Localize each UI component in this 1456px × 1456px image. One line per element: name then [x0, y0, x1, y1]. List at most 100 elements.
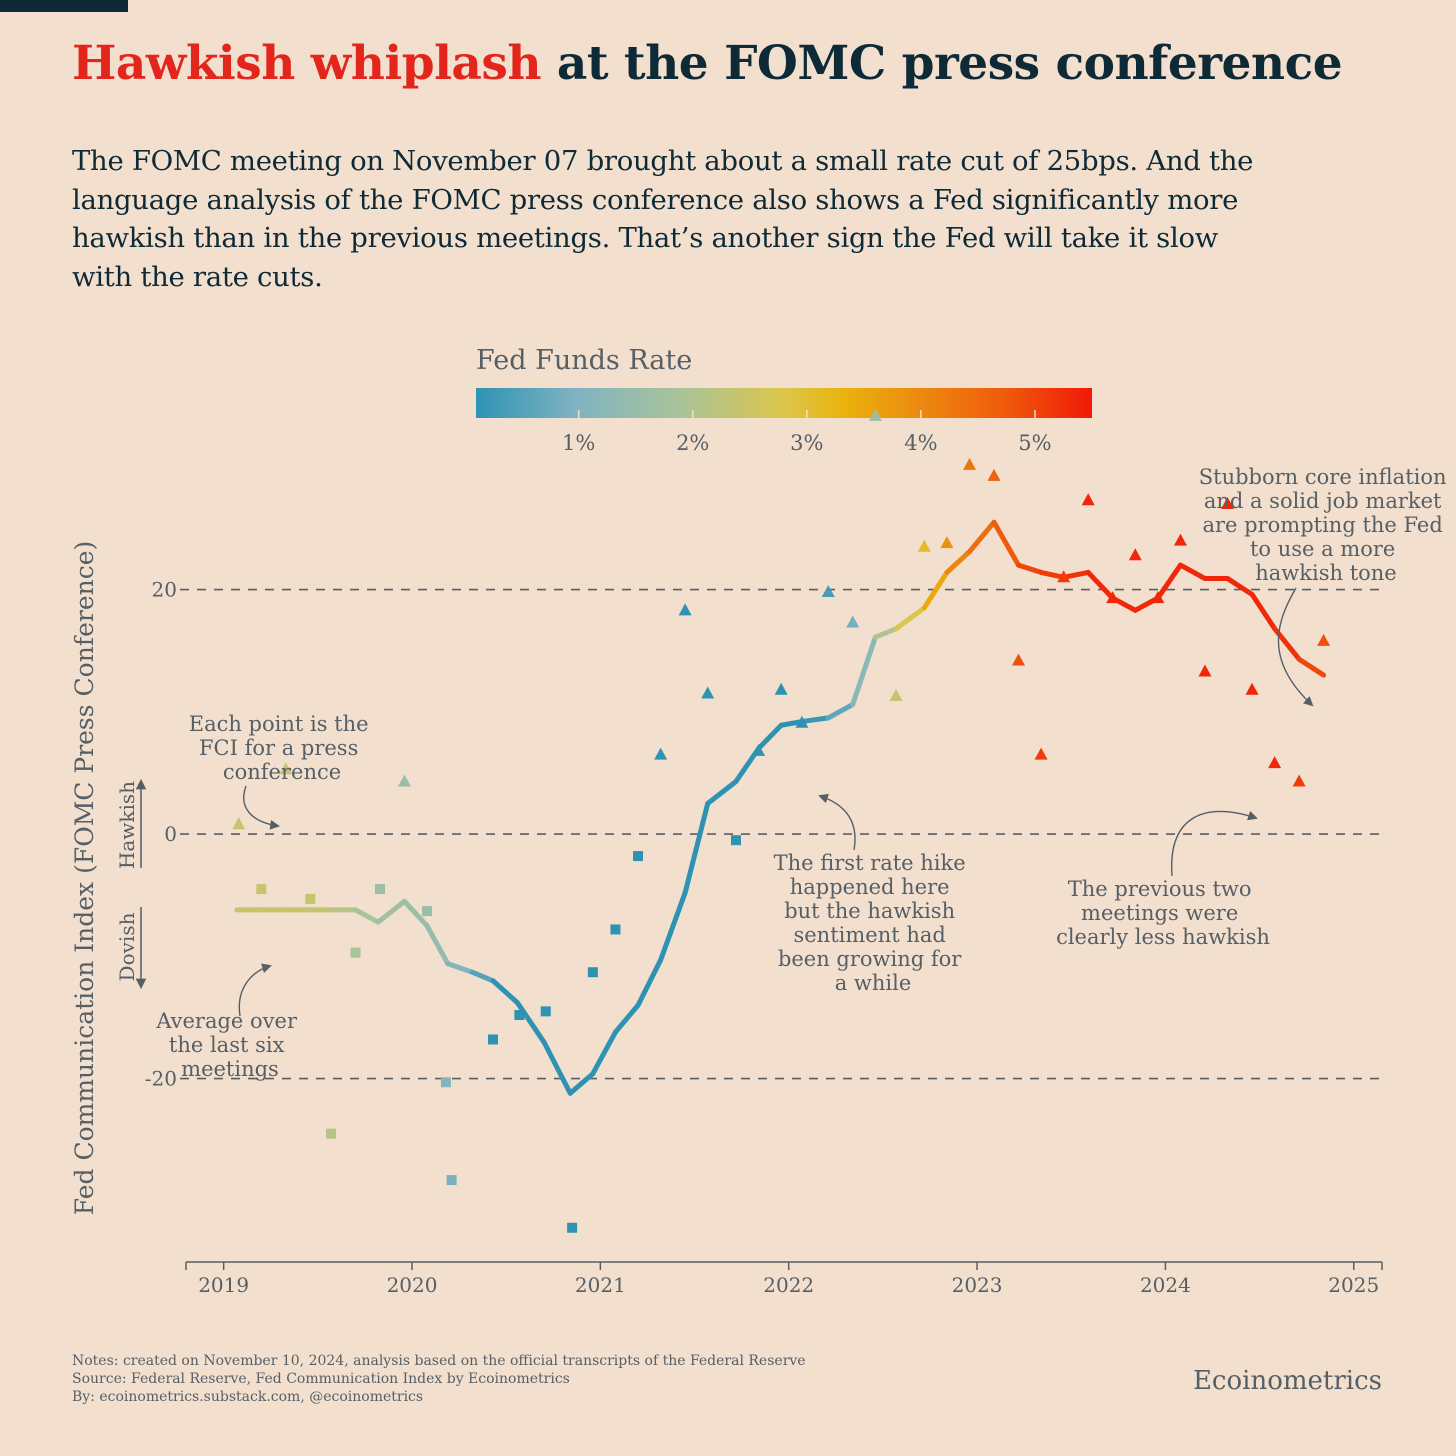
color-scale-ticks: 1% 2% 3% 4% 5%	[562, 410, 1052, 455]
data-point-square	[610, 924, 621, 935]
color-scale-title: Fed Funds Rate	[476, 345, 692, 376]
data-point-triangle	[846, 615, 860, 628]
title-highlight: Hawkish whiplash	[72, 36, 542, 91]
data-point-square	[440, 1077, 451, 1088]
average-line-segment	[944, 549, 973, 575]
average-line-segment	[1177, 562, 1208, 582]
data-point-triangle	[917, 539, 931, 552]
byline: By: ecoinometrics.substack.com, @ecoinom…	[72, 1389, 424, 1405]
data-point-triangle	[1245, 682, 1259, 695]
data-point-square	[350, 947, 361, 958]
x-tick-label: 2021	[575, 1273, 626, 1297]
y-tick-label: 20	[152, 578, 177, 602]
data-point-triangle	[1292, 774, 1306, 787]
data-point-triangle	[1173, 533, 1187, 546]
x-tick-label: 2019	[198, 1273, 249, 1297]
color-scale-legend: Fed Funds Rate 1% 2% 3% 4% 5%	[476, 345, 1092, 455]
brand-logo-text: Ecoinometrics	[1192, 1366, 1382, 1396]
average-line-segment	[1038, 569, 1067, 580]
average-line-segment	[635, 957, 664, 1008]
data-point-square	[488, 1034, 499, 1045]
corner-accent-bar	[0, 0, 128, 12]
data-point-triangle	[232, 817, 246, 830]
average-line-segment	[490, 978, 520, 1006]
average-line-segment	[921, 569, 950, 611]
data-point-triangle	[774, 682, 788, 695]
average-line	[234, 519, 1327, 1096]
scale-tick-label: 4%	[904, 431, 937, 455]
data-point-triangle	[1198, 664, 1212, 677]
y-axis-ticks: 20 0 -20	[145, 578, 177, 1091]
data-point-square	[567, 1222, 578, 1233]
subtitle: The FOMC meeting on November 07 brought …	[72, 145, 1254, 293]
average-line-segment	[1225, 576, 1255, 597]
average-line-segment	[590, 1029, 618, 1077]
average-line-segment	[401, 898, 430, 929]
average-line-segment	[1155, 562, 1183, 601]
scale-tick-label: 2%	[676, 431, 709, 455]
average-line-segment	[705, 778, 739, 806]
y-tick-label: 0	[164, 822, 177, 846]
average-line-segment	[1085, 569, 1116, 601]
data-point-triangle	[1268, 756, 1282, 769]
data-point-triangle	[1106, 591, 1120, 604]
data-point-triangle	[678, 603, 692, 616]
dovish-label: Dovish	[115, 912, 139, 981]
average-line-segment	[424, 923, 451, 967]
arrow-stubborn	[1277, 587, 1314, 707]
data-point-square	[587, 967, 598, 978]
average-line-segment	[612, 1002, 641, 1035]
average-line-segment	[567, 1071, 596, 1096]
x-tick-label: 2020	[387, 1273, 438, 1297]
annotation-average: Average over the last six meetings	[155, 1009, 303, 1081]
x-tick-label: 2025	[1328, 1273, 1379, 1297]
average-line-segment	[1296, 656, 1327, 678]
data-point-square	[326, 1128, 337, 1139]
hawkish-label: Hawkish	[115, 781, 139, 869]
average-line-segment	[658, 890, 688, 963]
average-line-segment	[1015, 562, 1044, 575]
average-line-segment	[799, 715, 831, 725]
source-line: Source: Federal Reserve, Fed Communicati…	[72, 1371, 570, 1387]
data-point-triangle	[795, 715, 809, 728]
data-point-square	[446, 1175, 457, 1186]
data-point-square	[305, 893, 316, 904]
scale-tick-label: 3%	[790, 431, 823, 455]
data-point-square	[633, 851, 644, 862]
data-point-triangle	[868, 408, 882, 421]
average-line-segment	[375, 898, 407, 925]
data-point-triangle	[701, 686, 715, 699]
annotation-previous-two: The previous two meetings were clearly l…	[1056, 877, 1270, 949]
data-point-square	[256, 884, 267, 895]
annotation-mask-first-hike	[776, 872, 972, 902]
x-tick-label: 2023	[952, 1273, 1003, 1297]
annotations: Each point is the FCI for a press confer…	[155, 465, 1446, 1081]
page-title: Hawkish whiplash at the FOMC press confe…	[72, 36, 1343, 91]
data-point-triangle	[940, 536, 954, 549]
data-points	[232, 408, 1331, 1233]
annotation-arrows	[238, 587, 1314, 1017]
average-line-segment	[541, 1039, 573, 1096]
x-tick-label: 2024	[1140, 1273, 1191, 1297]
data-point-square	[422, 906, 433, 917]
color-scale-bar	[476, 388, 1092, 418]
average-line-segment	[514, 1000, 547, 1045]
average-line-segment	[756, 722, 784, 751]
annotation-mask-previous-two	[1066, 872, 1274, 902]
arrow-average	[238, 963, 272, 1017]
average-line-segment	[825, 701, 856, 721]
data-point-triangle	[1057, 570, 1071, 583]
average-line-segment	[682, 801, 711, 896]
average-line-segment	[1061, 569, 1091, 580]
arrow-first-hike	[818, 793, 856, 851]
x-tick-label: 2022	[763, 1273, 814, 1297]
data-point-triangle	[1081, 493, 1095, 506]
average-line-segment	[967, 519, 997, 555]
direction-labels: Hawkish Dovish	[115, 778, 147, 990]
average-line-segment	[469, 969, 496, 984]
average-line-segment	[991, 519, 1021, 568]
title-rest: at the FOMC press conference	[541, 36, 1343, 91]
average-line-segment	[893, 605, 927, 632]
data-point-triangle	[752, 743, 766, 756]
arrow-previous-two	[1171, 810, 1258, 877]
